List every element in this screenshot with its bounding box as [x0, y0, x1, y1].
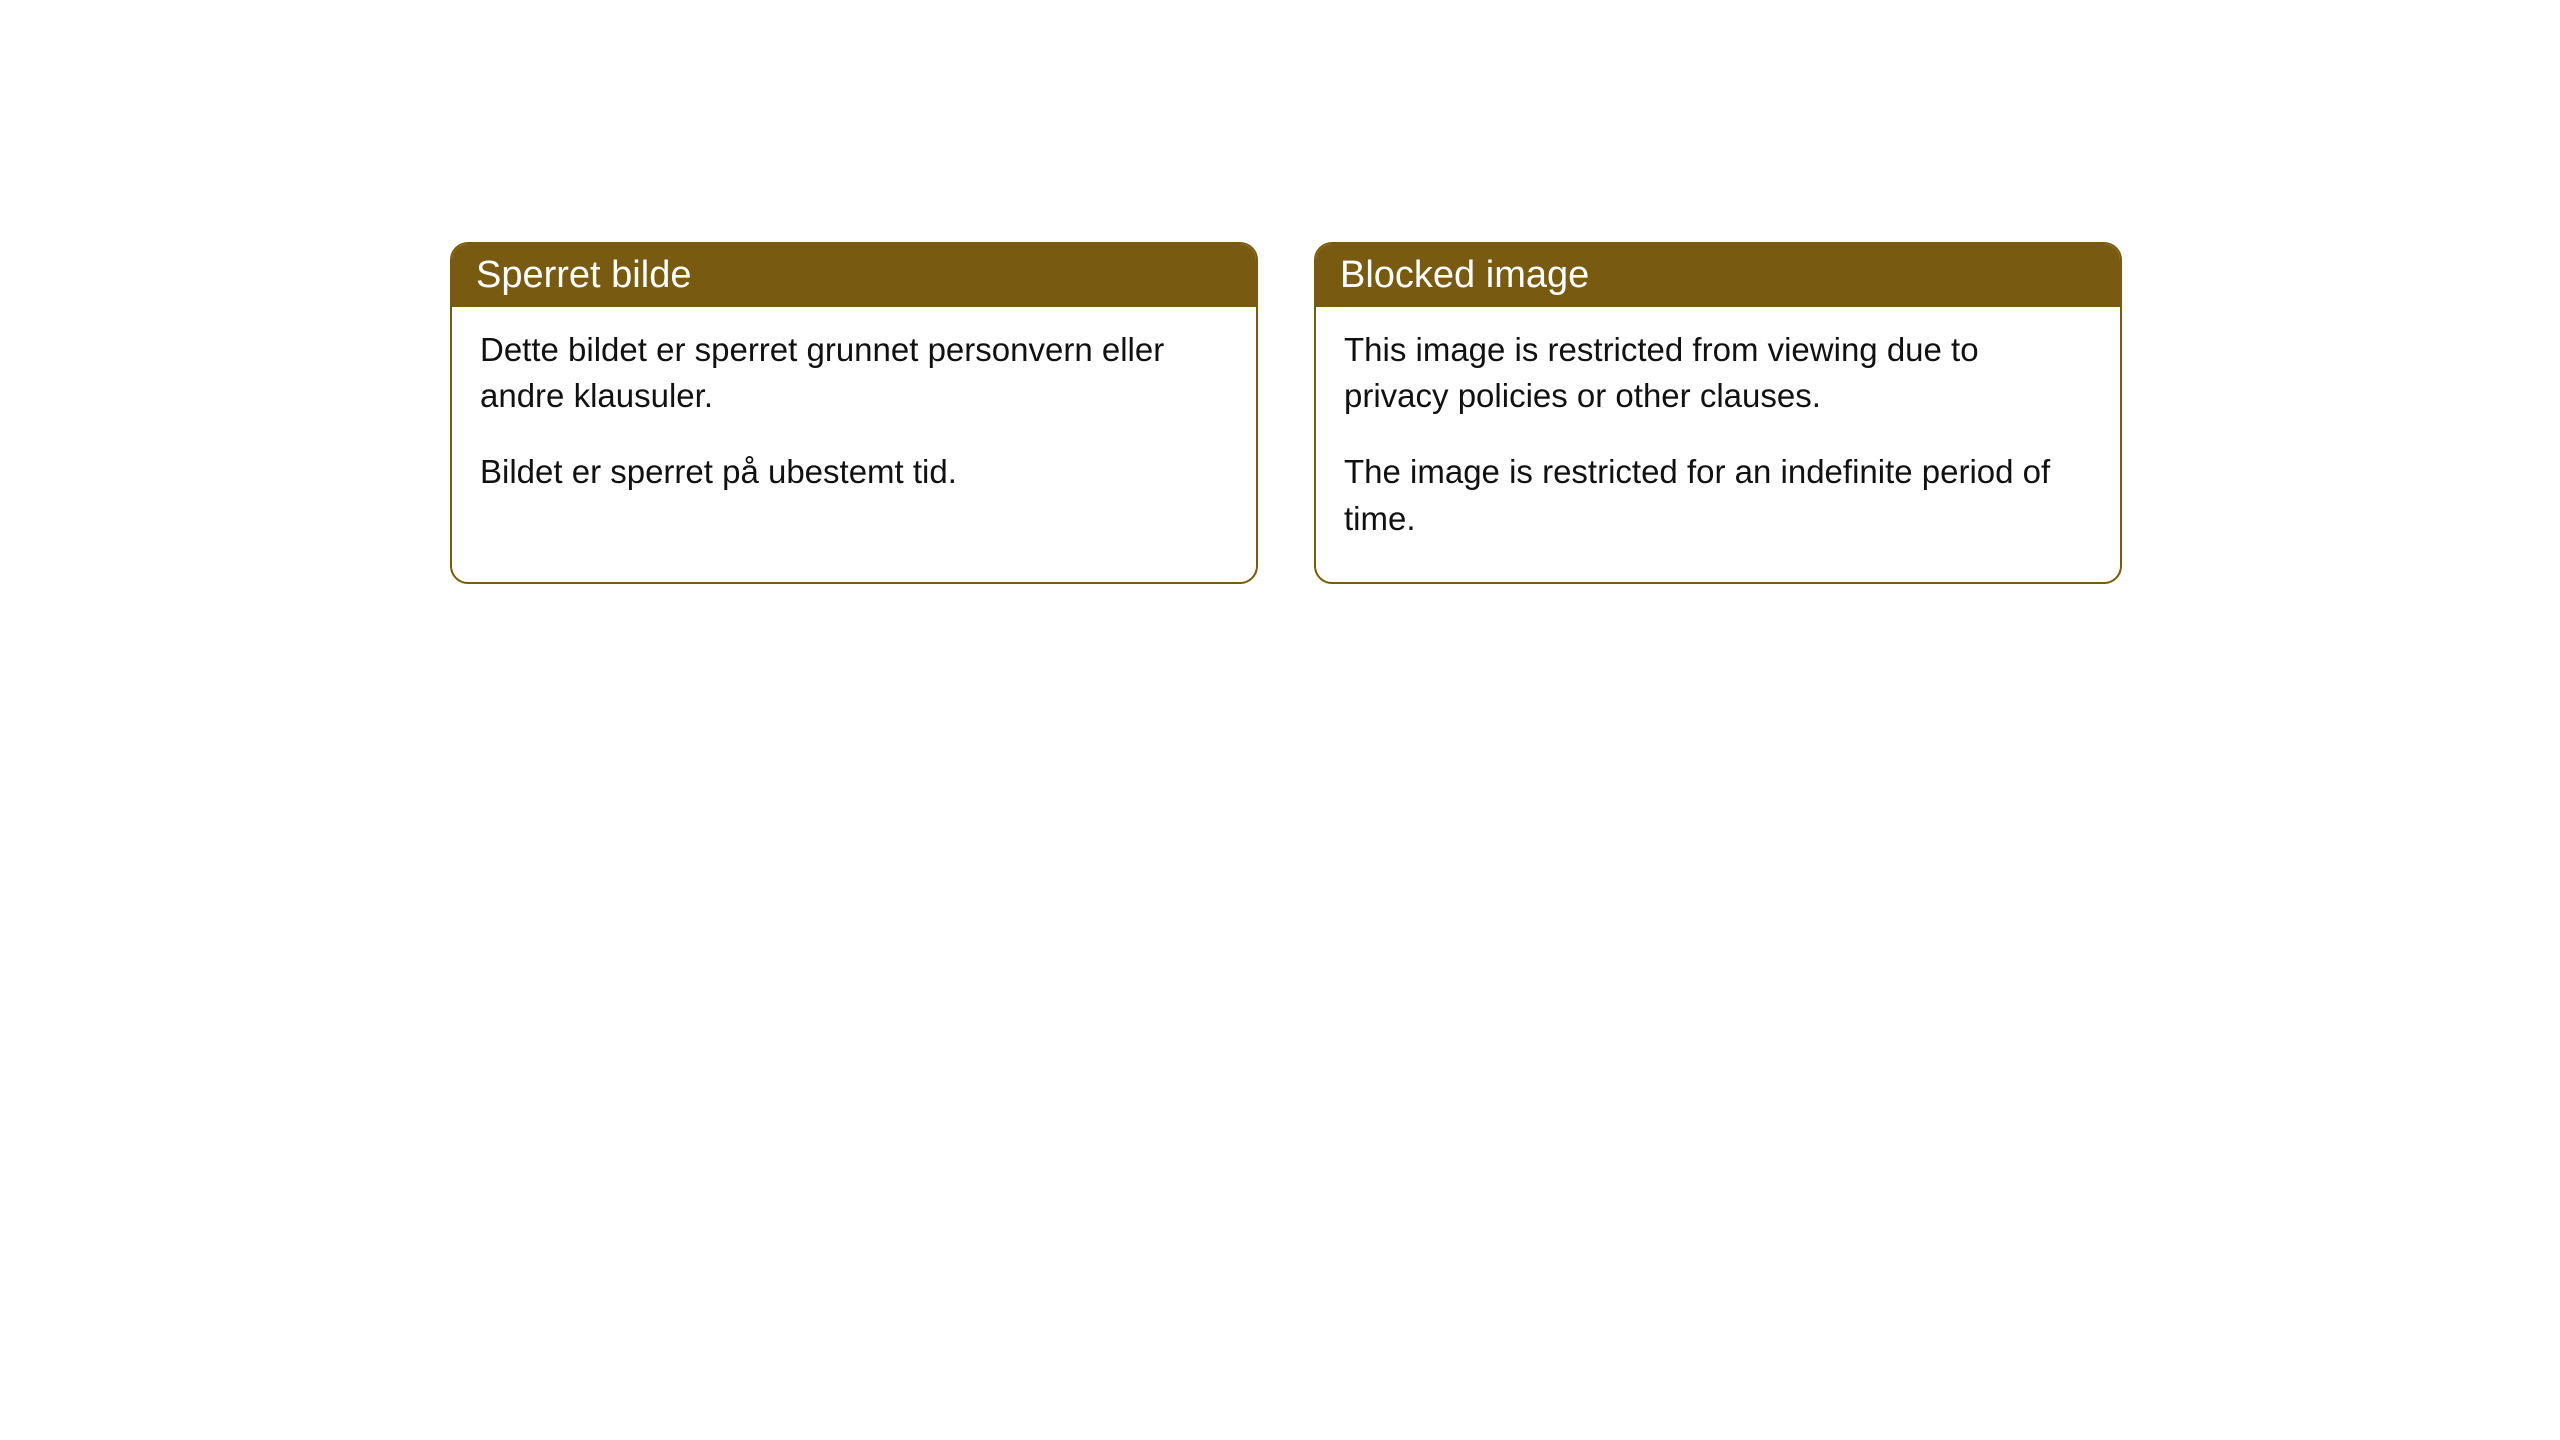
- card-body: Dette bildet er sperret grunnet personve…: [452, 307, 1256, 536]
- notice-card-english: Blocked image This image is restricted f…: [1314, 242, 2122, 584]
- notice-container: Sperret bilde Dette bildet er sperret gr…: [450, 242, 2122, 584]
- notice-paragraph: This image is restricted from viewing du…: [1344, 327, 2092, 419]
- notice-paragraph: The image is restricted for an indefinit…: [1344, 449, 2092, 541]
- notice-paragraph: Dette bildet er sperret grunnet personve…: [480, 327, 1228, 419]
- card-body: This image is restricted from viewing du…: [1316, 307, 2120, 582]
- notice-paragraph: Bildet er sperret på ubestemt tid.: [480, 449, 1228, 495]
- card-header: Blocked image: [1316, 244, 2120, 307]
- card-header: Sperret bilde: [452, 244, 1256, 307]
- notice-card-norwegian: Sperret bilde Dette bildet er sperret gr…: [450, 242, 1258, 584]
